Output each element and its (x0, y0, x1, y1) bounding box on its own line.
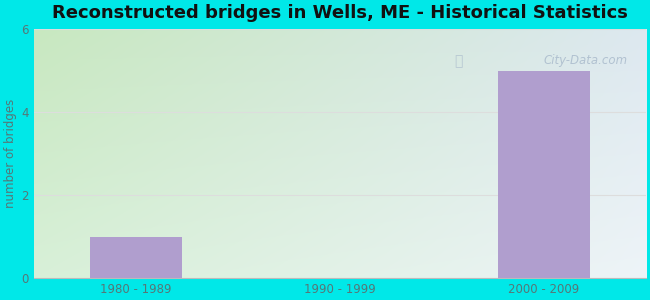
Title: Reconstructed bridges in Wells, ME - Historical Statistics: Reconstructed bridges in Wells, ME - His… (52, 4, 628, 22)
Y-axis label: number of bridges: number of bridges (4, 99, 17, 208)
Bar (90, 236, 181, 278)
Text: ⓘ: ⓘ (454, 54, 462, 68)
Bar (498, 71, 590, 278)
Text: City-Data.com: City-Data.com (543, 54, 627, 67)
